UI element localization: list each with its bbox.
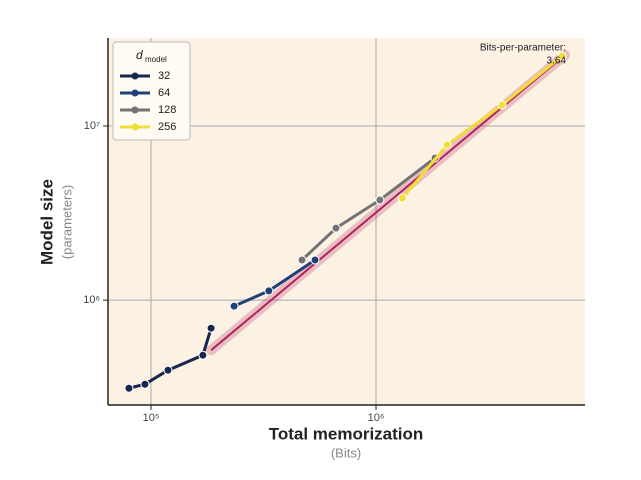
- data-point: [397, 193, 407, 203]
- legend-label: 256: [158, 121, 176, 133]
- data-point: [163, 365, 173, 375]
- x-tick-label: 10⁵: [143, 412, 160, 424]
- legend-label: 64: [158, 87, 170, 99]
- annotation-value: 3.64: [547, 56, 567, 67]
- legend-title-sub: model: [145, 55, 167, 64]
- annotation: Bits-per-parameter:: [480, 43, 566, 54]
- data-point: [206, 323, 216, 333]
- legend-label: 128: [158, 104, 176, 116]
- data-point: [140, 379, 150, 389]
- marks: [124, 49, 571, 393]
- data-point: [297, 255, 307, 265]
- data-point: [375, 195, 385, 205]
- legend-marker: [131, 123, 139, 131]
- data-point: [442, 140, 452, 150]
- legend-marker: [131, 106, 139, 114]
- legend-marker: [131, 72, 139, 80]
- x-axis-sublabel: (Bits): [331, 445, 361, 460]
- y-axis-sublabel: (parameters): [59, 185, 74, 259]
- data-point: [331, 223, 341, 233]
- data-point: [264, 286, 274, 296]
- legend-label: 32: [158, 70, 170, 82]
- x-axis-label: Total memorization: [269, 424, 424, 443]
- ticks: 10⁵ 10⁶ 10⁶ 10⁷: [83, 120, 384, 424]
- data-point: [557, 51, 567, 61]
- data-point: [497, 100, 507, 110]
- y-axis-label: Model size: [37, 179, 56, 265]
- series-line: [300, 156, 436, 262]
- legend-title: d: [136, 48, 143, 62]
- legend: d model 32 64 128 256: [112, 41, 191, 141]
- data-point: [198, 350, 208, 360]
- y-tick-label: 10⁷: [84, 120, 100, 132]
- legend-box: [112, 41, 191, 141]
- legend-marker: [131, 89, 139, 97]
- data-point: [229, 301, 239, 311]
- data-point: [310, 255, 320, 265]
- x-tick-label: 10⁶: [368, 412, 385, 424]
- series-line: [401, 54, 563, 200]
- y-tick-label: 10⁶: [83, 294, 100, 306]
- data-point: [124, 383, 134, 393]
